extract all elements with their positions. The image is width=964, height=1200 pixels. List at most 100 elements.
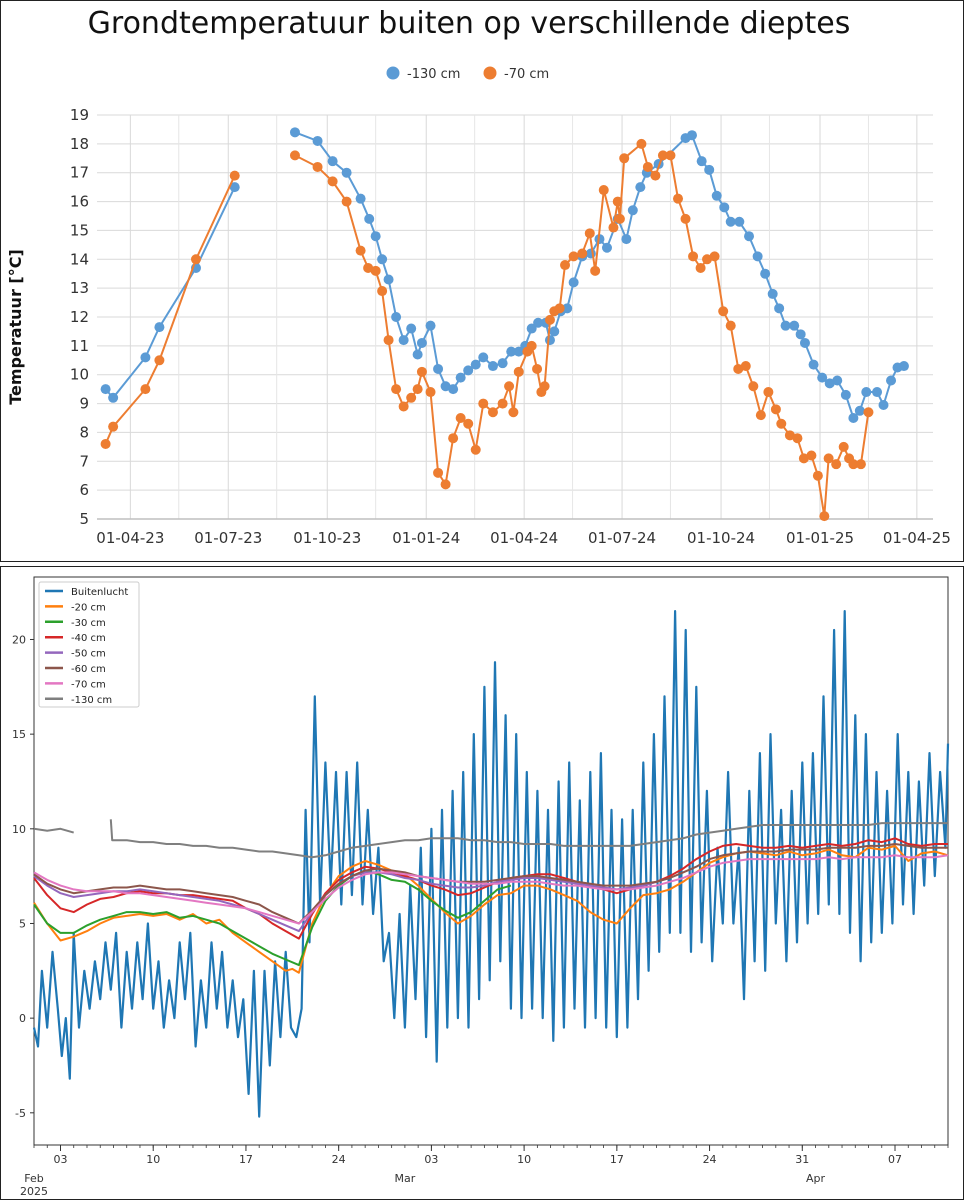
data-point xyxy=(440,381,451,392)
data-point xyxy=(763,387,774,398)
data-point xyxy=(544,335,555,346)
legend-label: -60 cm xyxy=(71,664,106,675)
legend-label: Buitenlucht xyxy=(71,587,128,598)
data-point xyxy=(878,400,889,411)
x-tick-label: 03 xyxy=(424,1153,438,1166)
data-point xyxy=(831,459,842,470)
data-point xyxy=(513,346,524,357)
data-point xyxy=(497,358,508,369)
data-point xyxy=(425,320,436,331)
data-point xyxy=(364,213,375,224)
data-point xyxy=(806,450,817,461)
data-point xyxy=(549,326,560,337)
series-line xyxy=(294,142,870,517)
data-point xyxy=(100,384,111,395)
data-point xyxy=(872,387,883,398)
data-point xyxy=(463,418,474,429)
data-point xyxy=(612,196,623,207)
x-tick-label: 07 xyxy=(888,1153,902,1166)
data-point xyxy=(140,384,151,395)
y-axis-label: Temperatuur [°C] xyxy=(6,249,25,405)
data-point xyxy=(776,418,787,429)
data-point xyxy=(780,320,791,331)
y-tick-label: 10 xyxy=(12,823,26,836)
y-tick-label: 5 xyxy=(19,917,26,930)
data-point xyxy=(448,384,459,395)
bottom-chart-panel: -5 0 5 10 15 20 03 10 17 24 03 10 17 24 31 07 Feb 2025 Ma… xyxy=(0,566,964,1200)
y-tick-label: 15 xyxy=(12,728,26,741)
data-point xyxy=(506,346,517,357)
series xyxy=(32,610,950,1118)
data-point xyxy=(560,260,571,271)
data-point xyxy=(657,150,668,161)
data-point xyxy=(577,248,588,259)
data-point xyxy=(799,337,810,348)
data-point xyxy=(539,381,550,392)
legend-label: -30 cm xyxy=(71,618,106,629)
data-point xyxy=(108,392,119,403)
data-point xyxy=(635,182,646,193)
data-point xyxy=(497,398,508,409)
data-point xyxy=(863,407,874,418)
y-tick-label: 5 xyxy=(79,510,89,528)
data-point xyxy=(370,231,381,242)
x-tick-label: 01-01-24 xyxy=(392,529,460,547)
y-tick-labels: -5 0 5 10 15 20 xyxy=(12,633,34,1120)
series--130-cm xyxy=(33,819,948,859)
data-point xyxy=(848,413,859,423)
data-point xyxy=(898,361,909,372)
series-buitenlucht xyxy=(32,610,950,1118)
data-point xyxy=(688,251,699,262)
x-tick-label: 01-07-24 xyxy=(588,529,656,547)
data-point xyxy=(448,433,459,444)
data-point xyxy=(513,366,524,377)
y-tick-label: 10 xyxy=(70,366,89,384)
data-point xyxy=(406,392,417,403)
x-tick-label: 24 xyxy=(703,1153,717,1166)
x-tick-label: 01-01-25 xyxy=(786,529,854,547)
y-tick-label: -5 xyxy=(15,1107,26,1120)
data-point xyxy=(636,138,647,149)
data-point xyxy=(784,430,795,441)
data-point xyxy=(355,193,366,204)
data-point xyxy=(711,190,722,201)
data-point xyxy=(363,262,374,273)
data-point xyxy=(840,389,851,400)
legend-label: -40 cm xyxy=(71,633,106,644)
x-tick-labels: 01-04-23 01-07-23 01-10-23 01-01-24 01-04-24… xyxy=(96,529,951,547)
y-tick-label: 16 xyxy=(70,193,89,211)
data-point xyxy=(848,459,859,470)
data-point xyxy=(680,213,691,224)
legend-label: -20 cm xyxy=(71,602,106,613)
x-tick-label: 17 xyxy=(610,1153,624,1166)
data-point xyxy=(289,127,300,138)
month-label: Mar xyxy=(395,1172,416,1185)
data-point xyxy=(817,372,828,383)
data-point xyxy=(767,288,778,299)
data-point xyxy=(341,167,352,178)
data-point xyxy=(598,185,609,196)
data-point xyxy=(406,323,417,334)
data-point xyxy=(824,378,835,389)
data-point xyxy=(590,265,601,276)
data-point xyxy=(140,352,151,363)
data-point xyxy=(463,365,474,376)
data-point xyxy=(554,303,565,314)
month-label: 2025 xyxy=(20,1185,48,1198)
data-point xyxy=(341,196,352,207)
data-point xyxy=(425,387,436,398)
x-tick-label: 01-04-24 xyxy=(490,529,558,547)
y-tick-label: 9 xyxy=(79,395,89,413)
top-chart-panel: Grondtemperatuur buiten op verschillende… xyxy=(0,0,964,562)
y-tick-label: 11 xyxy=(70,337,89,355)
x-tick-label: 10 xyxy=(146,1153,160,1166)
data-point xyxy=(752,251,763,262)
legend: Buitenlucht -20 cm -30 cm -40 cm -50 cm -60 c… xyxy=(38,581,140,708)
data-point xyxy=(398,401,409,412)
data-point xyxy=(383,274,394,285)
data-point xyxy=(614,213,625,224)
data-point xyxy=(760,268,771,279)
data-point xyxy=(744,231,755,242)
data-point xyxy=(823,453,834,464)
